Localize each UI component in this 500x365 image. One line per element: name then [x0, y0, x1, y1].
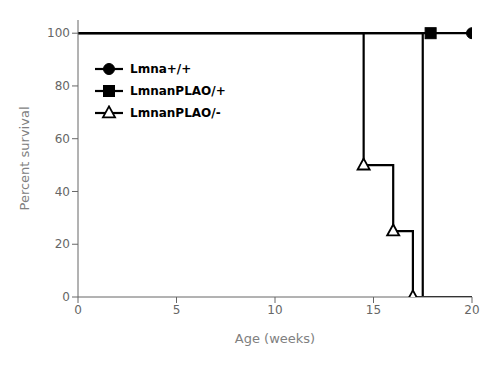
svg-text:0: 0: [62, 290, 70, 304]
svg-text:Percent survival: Percent survival: [17, 107, 32, 211]
svg-text:Age (weeks): Age (weeks): [235, 331, 315, 346]
html-text:LmnanPLAO/-: LmnanPLAO/-: [130, 106, 221, 120]
svg-text:60: 60: [55, 132, 70, 146]
svg-text:10: 10: [267, 303, 282, 317]
html-text:Lmna+/+: Lmna+/+: [130, 62, 192, 76]
svg-text:0: 0: [74, 303, 82, 317]
svg-text:80: 80: [55, 79, 70, 93]
svg-text:100: 100: [47, 26, 70, 40]
svg-text:5: 5: [173, 303, 181, 317]
svg-text:20: 20: [464, 303, 479, 317]
svg-text:15: 15: [366, 303, 381, 317]
svg-text:40: 40: [55, 185, 70, 199]
html-text:LmnanPLAO/+: LmnanPLAO/+: [130, 84, 226, 98]
svg-text:20: 20: [55, 237, 70, 251]
